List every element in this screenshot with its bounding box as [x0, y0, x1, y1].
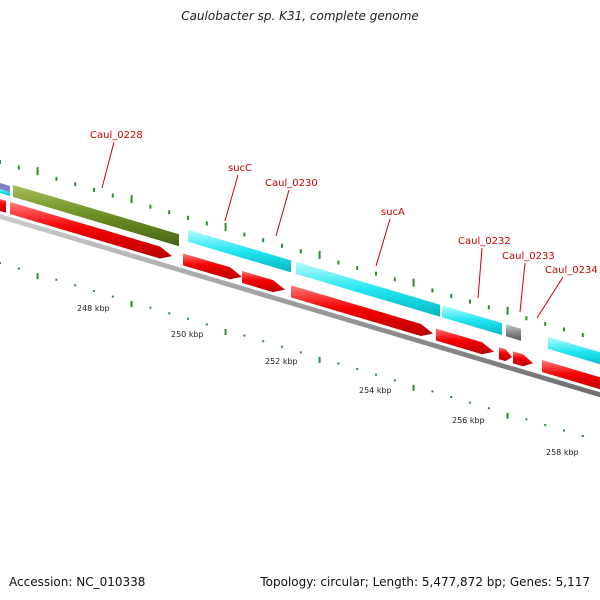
forward-cds-edge-cyan[interactable] — [0, 188, 10, 197]
position-label: 256 kbp — [452, 416, 485, 425]
position-label: 250 kbp — [171, 330, 204, 339]
position-label: 248 kbp — [77, 304, 110, 313]
gene-label[interactable]: Caul_0230 — [265, 178, 318, 189]
reverse-cds-2[interactable] — [183, 253, 242, 280]
olive-feature[interactable] — [13, 184, 179, 247]
gene-leader-line — [477, 247, 483, 299]
reverse-cds-5[interactable] — [436, 328, 494, 355]
gene-leader-line — [375, 218, 391, 267]
position-label: 254 kbp — [359, 386, 392, 395]
accession-label: Accession: NC_010338 — [9, 575, 146, 589]
gene-label[interactable]: Caul_0233 — [502, 251, 555, 262]
reverse-strand-layer — [0, 198, 600, 392]
gene-label[interactable]: Caul_0232 — [458, 236, 511, 247]
reverse-cds-4[interactable] — [291, 285, 433, 336]
genome-summary: Topology: circular; Length: 5,477,872 bp… — [260, 575, 590, 589]
gene-leader-line — [101, 141, 115, 189]
gene-leader-line — [224, 174, 239, 222]
reverse-cds-8[interactable] — [542, 360, 600, 392]
map-title: Caulobacter sp. K31, complete genome — [181, 9, 419, 23]
position-label: 258 kbp — [546, 448, 579, 457]
gene-leader-line — [519, 262, 526, 313]
position-label: 252 kbp — [265, 357, 298, 366]
gray-feature[interactable] — [506, 324, 521, 341]
reverse-cds-3[interactable] — [242, 270, 285, 293]
gene-label[interactable]: Caul_0234 — [545, 265, 598, 276]
reverse-cds-1[interactable] — [10, 202, 172, 259]
genome-backbone — [0, 213, 600, 398]
gene-leader-line — [275, 189, 290, 237]
backbone-layer — [0, 213, 600, 398]
reverse-cds-7[interactable] — [513, 351, 533, 367]
forward-cds-2[interactable] — [442, 305, 502, 336]
forward-strand-layer — [0, 183, 600, 367]
tick-layer: 248 kbp 250 kbp 252 kbp 254 kbp 256 kbp 258 k… — [0, 160, 584, 457]
forward-cds-1[interactable] — [296, 261, 440, 317]
gene-leader-line — [536, 276, 564, 319]
reverse-cds-6[interactable] — [499, 347, 512, 362]
gene-label[interactable]: sucC — [228, 163, 252, 174]
forward-cds-0[interactable] — [188, 229, 291, 273]
gene-label[interactable]: Caul_0228 — [90, 130, 143, 141]
forward-cds-3[interactable] — [548, 336, 600, 367]
gene-label-layer: Caul_0228 sucC Caul_0230 sucA Caul_0232 Caul_… — [90, 130, 598, 319]
reverse-cds-0[interactable] — [0, 198, 6, 213]
gene-label[interactable]: sucA — [381, 207, 405, 218]
